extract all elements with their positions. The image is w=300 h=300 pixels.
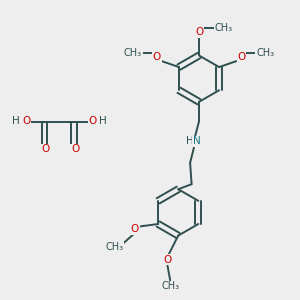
Text: H: H	[12, 116, 20, 126]
Text: O: O	[22, 116, 30, 126]
Text: O: O	[237, 52, 245, 62]
Text: CH₃: CH₃	[161, 281, 179, 291]
Text: O: O	[195, 27, 203, 37]
Text: O: O	[88, 116, 97, 126]
Text: N: N	[193, 136, 201, 146]
Text: CH₃: CH₃	[105, 242, 124, 252]
Text: CH₃: CH₃	[214, 22, 233, 32]
Text: O: O	[71, 144, 79, 154]
Text: O: O	[163, 255, 171, 265]
Text: H: H	[99, 116, 107, 126]
Text: CH₃: CH₃	[256, 48, 274, 58]
Text: O: O	[41, 144, 50, 154]
Text: H: H	[186, 136, 194, 146]
Text: O: O	[131, 224, 139, 234]
Text: CH₃: CH₃	[124, 48, 142, 58]
Text: O: O	[152, 52, 161, 62]
